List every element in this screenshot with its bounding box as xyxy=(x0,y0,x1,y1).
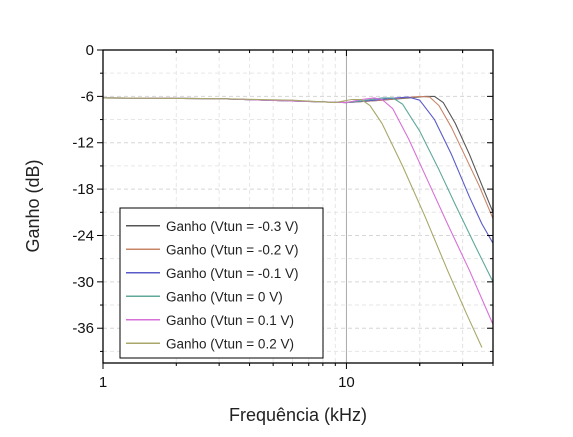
y-tick-label: 0 xyxy=(86,42,94,59)
axis-ticks: 0 -6 -12 -18 -24 -30 -36 1 10 xyxy=(72,42,494,391)
y-tick-label: -6 xyxy=(81,88,94,105)
y-tick-label: -30 xyxy=(72,274,94,291)
legend-label-1: Ganho (Vtun = -0.2 V) xyxy=(166,242,298,257)
legend-label-3: Ganho (Vtun = 0 V) xyxy=(166,289,283,304)
axes-frame xyxy=(102,49,494,364)
legend-label-4: Ganho (Vtun = 0.1 V) xyxy=(166,313,294,328)
legend-label-2: Ganho (Vtun = -0.1 V) xyxy=(166,266,298,281)
x-tick-label: 10 xyxy=(338,374,355,391)
y-tick-label: -18 xyxy=(72,181,94,198)
legend-box xyxy=(119,207,324,359)
x-axis-title: Frequência (kHz) xyxy=(229,405,367,425)
series-lines xyxy=(103,95,493,348)
y-tick-label: -12 xyxy=(72,135,94,152)
y-tick-label: -24 xyxy=(72,227,94,244)
legend: Ganho (Vtun = -0.3 V) Ganho (Vtun = -0.2 … xyxy=(119,207,324,359)
series-line-5 xyxy=(103,97,483,348)
plot-frame xyxy=(102,49,494,364)
legend-label-0: Ganho (Vtun = -0.3 V) xyxy=(166,219,298,234)
y-axis-title: Ganho (dB) xyxy=(23,159,43,252)
legend-label-5: Ganho (Vtun = 0.2 V) xyxy=(166,336,294,351)
x-tick-label: 1 xyxy=(99,374,107,391)
y-tick-label: -36 xyxy=(72,320,94,337)
series-line-4 xyxy=(103,97,493,325)
